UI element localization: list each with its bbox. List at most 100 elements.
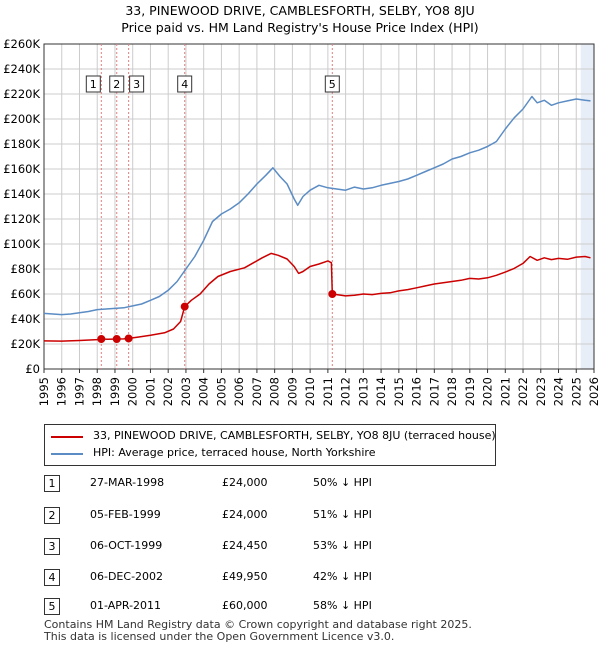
transaction-number: 3 (44, 538, 60, 555)
transaction-date: 05-FEB-1999 (90, 508, 161, 521)
x-tick-label: 1999 (108, 377, 122, 406)
sale-label-number: 4 (181, 78, 188, 91)
x-tick-label: 2015 (392, 377, 406, 406)
x-tick-label: 2001 (143, 377, 157, 406)
price-paid-line (43, 252, 591, 342)
transaction-price: £60,000 (222, 599, 268, 612)
y-tick-label: £120K (3, 212, 40, 226)
transaction-hpi: 51% ↓ HPI (313, 508, 372, 521)
transaction-number: 2 (44, 507, 60, 524)
x-tick-label: 2006 (232, 377, 246, 406)
x-tick-label: 2026 (587, 377, 600, 406)
x-tick-label: 2000 (126, 377, 140, 406)
price-chart: £0 £20K £40K £60K £80K £100K £120K £140K £160K £1… (3, 37, 600, 406)
x-tick-label: 2025 (569, 377, 583, 406)
sale-label-box (129, 75, 145, 93)
x-tick-label: 2008 (268, 377, 282, 406)
x-tick-label: 2010 (303, 377, 317, 406)
plot-frame (43, 43, 595, 370)
y-tick-label: £220K (3, 87, 40, 101)
sale-point (180, 302, 189, 311)
table-row: 4 06-DEC-2002 £49,950 42% ↓ HPI (0, 569, 600, 589)
transaction-date: 06-DEC-2002 (90, 570, 164, 583)
footer-copyright: Contains HM Land Registry data © Crown c… (44, 618, 472, 631)
transaction-price: £24,000 (222, 508, 268, 521)
sale-point (328, 290, 337, 298)
x-tick-label: 2017 (427, 377, 441, 406)
transaction-price: £49,950 (222, 570, 268, 583)
transaction-price: £24,450 (222, 539, 268, 552)
sale-label-box (177, 75, 193, 93)
x-tick-label: 2007 (250, 377, 264, 406)
x-tick-label: 2011 (321, 377, 335, 406)
transaction-number: 4 (44, 569, 60, 586)
transaction-hpi: 53% ↓ HPI (313, 539, 372, 552)
y-tick-label: £60K (11, 287, 41, 301)
transaction-number: 1 (44, 475, 60, 492)
y-tick-label: £200K (3, 112, 40, 126)
sale-label-box (109, 75, 125, 93)
sale-label-box (324, 75, 340, 93)
y-tick-label: £80K (11, 262, 41, 276)
x-tick-label: 1997 (72, 377, 86, 406)
transaction-price: £24,000 (222, 476, 268, 489)
x-tick-label: 2023 (534, 377, 548, 406)
y-tick-label: £40K (11, 312, 41, 326)
transaction-date: 27-MAR-1998 (90, 476, 165, 489)
table-row: 3 06-OCT-1999 £24,450 53% ↓ HPI (0, 538, 600, 558)
footer-licence: This data is licensed under the Open Gov… (44, 630, 395, 643)
legend-label-hpi: HPI: Average price, terraced house, Nort… (93, 446, 376, 459)
sale-label-box (85, 75, 101, 93)
chart-subtitle: Price paid vs. HM Land Registry's House … (121, 20, 479, 35)
y-tick-label: £0 (25, 362, 40, 376)
y-tick-label: £20K (11, 337, 41, 351)
transaction-date: 06-OCT-1999 (90, 539, 163, 552)
table-row: 5 01-APR-2011 £60,000 58% ↓ HPI (0, 598, 600, 618)
x-tick-label: 2018 (445, 377, 459, 406)
x-tick-label: 2022 (516, 377, 530, 406)
x-tick-label: 2003 (179, 377, 193, 406)
x-tick-label: 2019 (463, 377, 477, 406)
sale-point (97, 335, 106, 343)
x-tick-label: 1995 (37, 377, 51, 406)
x-tick-label: 2014 (374, 377, 388, 406)
y-tick-label: £240K (3, 62, 40, 76)
legend-label-price: 33, PINEWOOD DRIVE, CAMBLESFORTH, SELBY,… (93, 429, 496, 442)
x-tick-label: 2005 (214, 377, 228, 406)
x-tick-label: 2021 (498, 377, 512, 406)
sale-label-number: 3 (133, 78, 140, 91)
x-tick-label: 2009 (285, 377, 299, 406)
x-tick-label: 2016 (410, 377, 424, 406)
sale-label-number: 2 (113, 78, 120, 91)
legend-swatch-price (51, 436, 83, 438)
y-tick-label: £160K (3, 162, 40, 176)
chart-title: 33, PINEWOOD DRIVE, CAMBLESFORTH, SELBY,… (125, 3, 475, 18)
transaction-number: 5 (44, 598, 60, 615)
x-tick-label: 2012 (339, 377, 353, 406)
legend: 33, PINEWOOD DRIVE, CAMBLESFORTH, SELBY,… (44, 424, 496, 466)
x-tick-label: 1998 (90, 377, 104, 406)
y-tick-label: £140K (3, 187, 40, 201)
sale-label-number: 5 (329, 78, 336, 91)
x-tick-label: 2004 (197, 377, 211, 406)
transaction-date: 01-APR-2011 (90, 599, 162, 612)
transaction-hpi: 42% ↓ HPI (313, 570, 372, 583)
x-tick-label: 1996 (55, 377, 69, 406)
legend-swatch-hpi (51, 453, 83, 455)
sale-point (124, 334, 133, 343)
table-row: 2 05-FEB-1999 £24,000 51% ↓ HPI (0, 507, 600, 527)
sale-point (112, 335, 121, 343)
x-tick-label: 2020 (481, 377, 495, 406)
y-tick-label: £180K (3, 137, 40, 151)
x-tick-label: 2013 (356, 377, 370, 406)
y-tick-label: £260K (3, 37, 40, 51)
transaction-hpi: 58% ↓ HPI (313, 599, 372, 612)
y-tick-label: £100K (3, 237, 40, 251)
x-tick-label: 2024 (552, 377, 566, 406)
sale-label-number: 1 (90, 78, 97, 91)
hpi-line (43, 95, 591, 316)
table-row: 1 27-MAR-1998 £24,000 50% ↓ HPI (0, 475, 600, 495)
transaction-hpi: 50% ↓ HPI (313, 476, 372, 489)
footer: Contains HM Land Registry data © Crown c… (44, 619, 472, 643)
future-shade (580, 44, 594, 369)
